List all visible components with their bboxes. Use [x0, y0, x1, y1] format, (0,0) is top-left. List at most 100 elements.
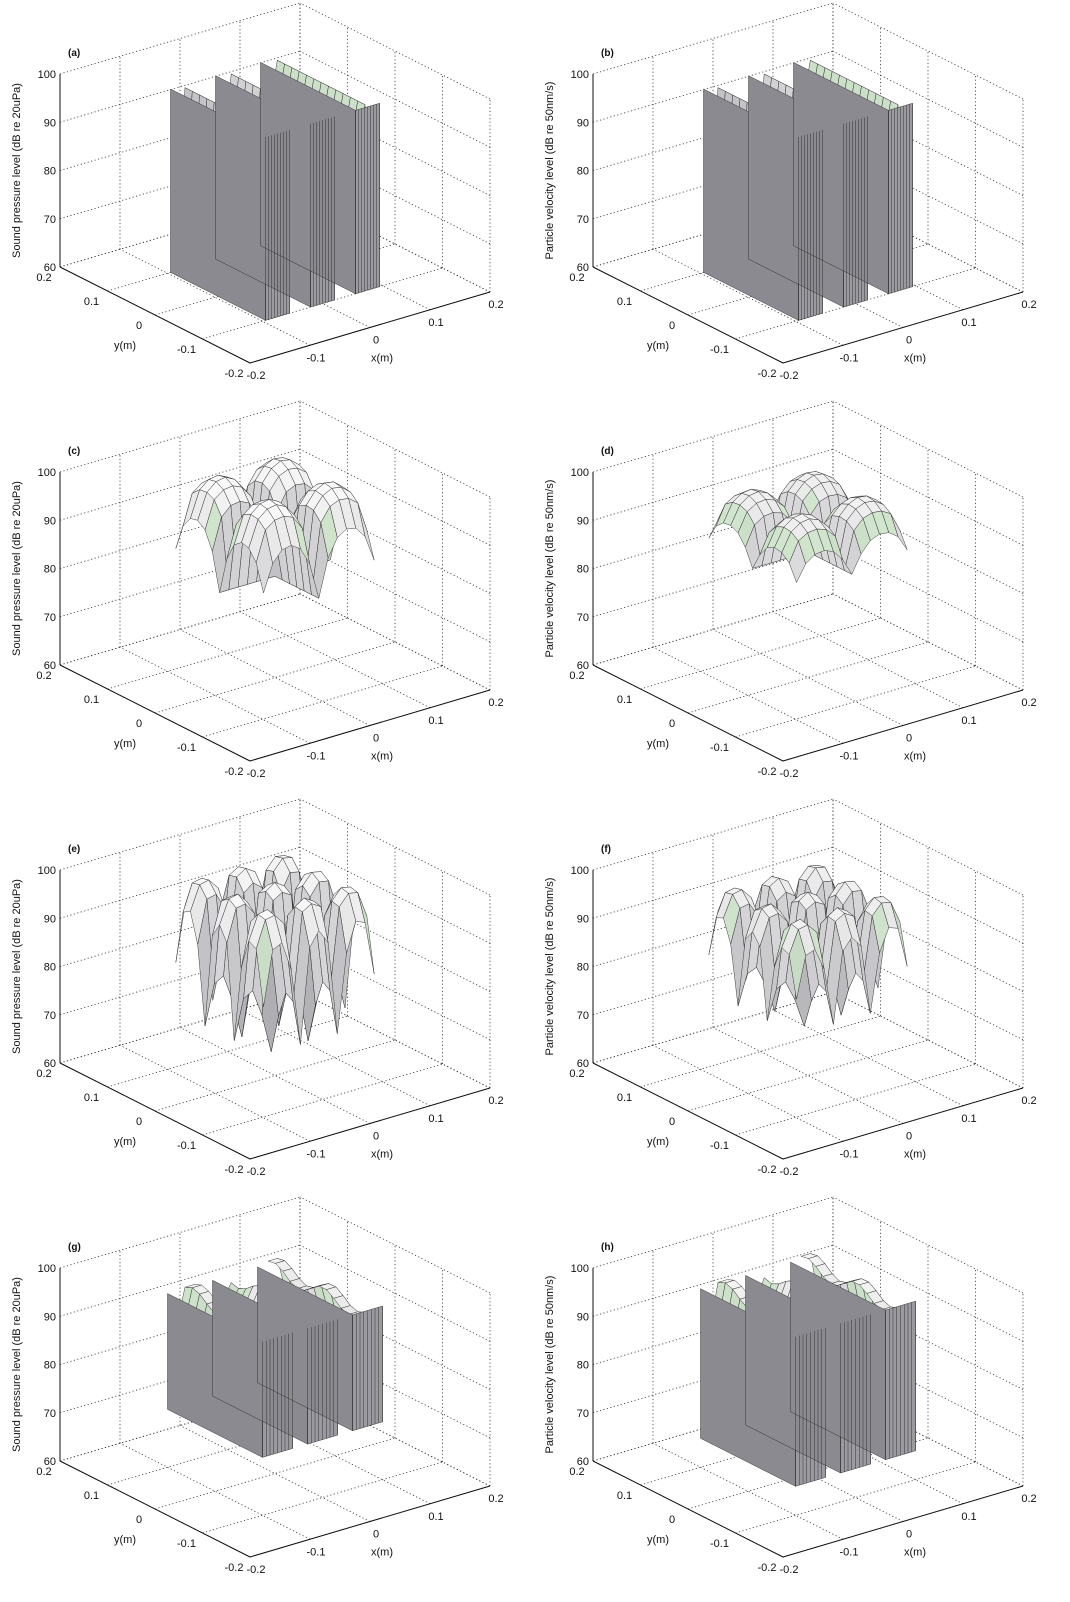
z-axis-label: Particle velocity level (dB re 50nm/s)	[544, 480, 556, 658]
x-axis-label: x(m)	[904, 1149, 926, 1161]
wall-grid-horizontal	[299, 1244, 491, 1342]
z-axis-label: Sound pressure level (dB re 20uPa)	[11, 83, 23, 258]
x-axis-label: x(m)	[371, 353, 393, 365]
y-tick-label: 0	[669, 718, 675, 730]
surface-cell	[255, 919, 273, 1008]
surface-b	[703, 60, 913, 321]
y-axis-label: y(m)	[114, 738, 136, 750]
y-tick-label: 0	[136, 1116, 142, 1128]
x-axis	[782, 1087, 1024, 1160]
panel-title: (d)	[601, 446, 614, 457]
surface-d	[708, 471, 908, 583]
z-axis-label: Particle velocity level (dB re 50nm/s)	[544, 878, 556, 1056]
wall-grid-horizontal	[832, 846, 1024, 944]
y-tick-label: -0.1	[710, 344, 729, 356]
z-tick-label: 80	[577, 166, 589, 178]
y-tick-label: 0	[669, 1514, 675, 1526]
z-tick-label: 100	[38, 865, 56, 877]
y-tick-label: -0.2	[225, 1164, 244, 1176]
z-tick-label: 60	[577, 1058, 589, 1070]
x-tick-label: -0.2	[247, 768, 266, 780]
surface-f	[708, 865, 908, 1027]
z-tick-label: 90	[577, 117, 589, 129]
wall-grid-horizontal	[299, 545, 491, 643]
x-axis-label: x(m)	[371, 1149, 393, 1161]
z-tick-label: 70	[577, 1408, 589, 1420]
panel-title: (b)	[601, 48, 614, 59]
y-tick-label: -0.2	[758, 1164, 777, 1176]
floor-grid-y	[687, 641, 929, 714]
z-axis-label: Sound pressure level (dB re 20uPa)	[11, 879, 23, 1054]
wall-grid-horizontal	[832, 991, 1024, 1089]
y-tick-label: -0.2	[758, 368, 777, 380]
floor-grid-x	[119, 646, 311, 744]
y-tick-label: -0.2	[758, 766, 777, 778]
y-tick-label: 0.1	[84, 1490, 99, 1502]
x-axis	[249, 1087, 491, 1160]
y-tick-label: 0.1	[84, 296, 99, 308]
x-tick-label: 0.2	[488, 1493, 503, 1505]
wall-grid-horizontal	[832, 448, 1024, 546]
z-tick-label: 100	[571, 467, 589, 479]
floor-grid-x	[119, 1044, 311, 1142]
floor-grid-x	[179, 1027, 371, 1124]
floor-grid-y	[735, 665, 976, 738]
x-tick-label: -0.1	[840, 352, 859, 364]
floor-grid-x	[652, 1044, 844, 1142]
x-axis-label: x(m)	[371, 1547, 393, 1559]
z-tick-label: 70	[577, 612, 589, 624]
floor-grid-y	[640, 1015, 881, 1088]
y-tick-label: 0.1	[617, 694, 632, 706]
y-axis	[592, 1062, 784, 1160]
panel-h: -0.2-0.100.10.2-0.2-0.100.10.26070809010…	[544, 1196, 1037, 1576]
z-axis-label: Sound pressure level (dB re 20uPa)	[11, 481, 23, 656]
z-tick-label: 60	[577, 262, 589, 274]
x-tick-label: -0.2	[780, 370, 799, 382]
panel-c: -0.2-0.100.10.2-0.2-0.100.10.26070809010…	[11, 400, 504, 780]
y-tick-label: 0	[669, 1116, 675, 1128]
wall-grid-horizontal	[832, 545, 1024, 643]
floor-grid-y	[202, 1063, 443, 1136]
x-tick-label: -0.1	[307, 750, 326, 762]
surface-a	[170, 60, 380, 321]
x-tick-label: 0.2	[488, 697, 503, 709]
x-tick-label: -0.2	[780, 768, 799, 780]
y-axis-label: y(m)	[114, 1534, 136, 1546]
y-tick-label: -0.1	[710, 1538, 729, 1550]
floor-grid-x	[652, 1442, 844, 1540]
y-axis-label: y(m)	[647, 738, 669, 750]
panel-f: -0.2-0.100.10.2-0.2-0.100.10.26070809010…	[544, 798, 1037, 1178]
y-tick-label: 0.2	[36, 670, 51, 682]
panel-title: (h)	[601, 1242, 614, 1253]
x-tick-label: 0.2	[1021, 697, 1036, 709]
z-tick-label: 60	[44, 1456, 56, 1468]
z-tick-label: 80	[44, 166, 56, 178]
z-tick-label: 100	[38, 1263, 56, 1275]
x-tick-label: 0.1	[961, 1113, 976, 1125]
y-tick-label: -0.2	[225, 1562, 244, 1574]
z-tick-label: 80	[577, 962, 589, 974]
y-tick-label: 0.2	[569, 670, 584, 682]
x-axis	[249, 1485, 491, 1558]
wall-grid-horizontal	[299, 593, 491, 691]
x-tick-label: -0.2	[780, 1564, 799, 1576]
z-tick-label: 80	[44, 962, 56, 974]
x-axis	[249, 689, 491, 762]
x-tick-label: 0.2	[1021, 1493, 1036, 1505]
y-tick-label: 0	[669, 320, 675, 332]
z-tick-label: 80	[577, 1360, 589, 1372]
y-tick-label: 0.1	[617, 1490, 632, 1502]
panel-g: -0.2-0.100.10.2-0.2-0.100.10.26070809010…	[11, 1196, 504, 1576]
floor-grid-x	[239, 611, 431, 709]
x-tick-label: -0.2	[780, 1166, 799, 1178]
x-axis-label: x(m)	[904, 751, 926, 763]
y-axis-label: y(m)	[647, 1534, 669, 1546]
wall-grid-horizontal	[299, 991, 491, 1089]
wall-grid-horizontal	[832, 50, 1024, 148]
z-tick-label: 90	[44, 117, 56, 129]
x-tick-label: 0	[373, 1131, 379, 1143]
wall-grid-horizontal	[299, 50, 491, 148]
panel-b: -0.2-0.100.10.2-0.2-0.100.10.26070809010…	[544, 2, 1037, 382]
wall-grid-horizontal	[299, 400, 491, 498]
